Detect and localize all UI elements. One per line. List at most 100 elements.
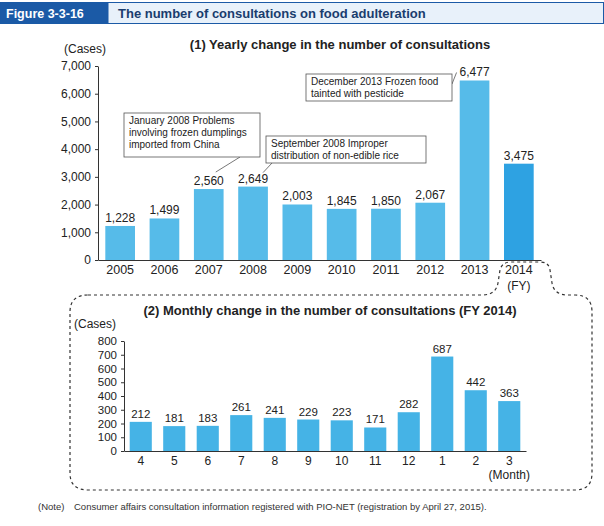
y-tick: 800 — [98, 335, 124, 347]
data-label: 6,477 — [460, 65, 490, 79]
y-tick-mark — [121, 437, 124, 438]
x-tick-label: 12 — [402, 454, 416, 468]
y-tick-mark — [95, 205, 98, 206]
y-tick-label: 1,000 — [61, 226, 91, 240]
data-label: 687 — [433, 343, 452, 355]
x-tick-label: 5 — [171, 454, 178, 468]
y-tick: 200 — [98, 418, 124, 430]
data-label: 282 — [399, 398, 418, 410]
note-label: (Note) — [38, 501, 64, 512]
figure: Figure 3-3-16The number of consultations… — [0, 0, 604, 526]
data-label: 3,475 — [504, 149, 534, 163]
note-text: Consumer affairs consultation informatio… — [74, 501, 487, 512]
x-tick: 2009 — [283, 263, 311, 277]
bar — [197, 426, 219, 451]
bars — [105, 80, 533, 260]
chart-title: (2) Monthly change in the number of cons… — [143, 303, 516, 318]
x-axis-line — [99, 260, 542, 261]
bar — [504, 164, 534, 260]
chart-title: (1) Yearly change in the number of consu… — [190, 37, 490, 52]
y-tick-mark — [95, 177, 98, 178]
x-tick: 4 — [137, 454, 144, 468]
annotation-pointer — [263, 163, 272, 173]
header-band — [1, 3, 604, 24]
annotation-box — [306, 74, 452, 101]
y-tick: 0 — [84, 253, 98, 267]
x-tick-label: 2012 — [416, 263, 444, 277]
annotation-pointer — [216, 157, 240, 172]
annotation-box — [124, 113, 260, 157]
y-tick: 4,000 — [61, 142, 98, 156]
x-tick-label: 2009 — [283, 263, 311, 277]
x-tick-label: 2013 — [461, 263, 489, 277]
data-label: 363 — [500, 387, 519, 399]
y-tick-mark — [121, 410, 124, 411]
x-tick-label: 4 — [137, 454, 144, 468]
x-tick: 2008 — [239, 263, 267, 277]
annotation-pointer — [452, 72, 457, 84]
detail-frame — [70, 262, 592, 490]
y-axis-title: (Cases) — [74, 317, 116, 331]
y-tick-label: 300 — [98, 404, 117, 416]
x-tick: 2014 — [505, 263, 533, 277]
x-tick-label: 2005 — [106, 263, 134, 277]
annotation-text: January 2008 Problems — [129, 115, 235, 126]
x-tick-label: 2 — [472, 454, 479, 468]
y-tick-label: 4,000 — [61, 142, 91, 156]
y-tick-label: 100 — [98, 431, 117, 443]
annotation-text: involving frozen dumplings — [129, 127, 247, 138]
data-labels: 212181183261241229223171282687442363 — [131, 343, 519, 426]
y-tick: 2,000 — [61, 198, 98, 212]
data-label: 183 — [198, 412, 217, 424]
bar — [398, 412, 420, 451]
y-tick: 5,000 — [61, 115, 98, 129]
x-tick: 10 — [335, 454, 349, 468]
y-tick-mark — [95, 66, 98, 67]
x-tick: 12 — [402, 454, 416, 468]
x-tick: 2 — [472, 454, 479, 468]
y-tick-label: 7,000 — [61, 59, 91, 73]
annotation-text: tainted with pesticide — [311, 88, 404, 99]
y-tick: 300 — [98, 404, 124, 416]
x-tick: 11 — [369, 454, 382, 468]
y-tick-mark — [121, 396, 124, 397]
bar — [364, 427, 386, 451]
data-label: 212 — [131, 408, 150, 420]
data-labels: 1,2281,4992,5602,6492,0031,8451,8502,067… — [105, 65, 534, 224]
bar — [460, 80, 490, 260]
y-tick: 500 — [98, 376, 124, 388]
x-tick-label: 7 — [238, 454, 245, 468]
y-tick-label: 0 — [84, 253, 91, 267]
bar — [238, 187, 268, 260]
y-tick-mark — [95, 232, 98, 233]
figure-label: Figure 3-3-16 — [6, 7, 84, 21]
annotation-box — [266, 136, 426, 163]
y-tick-mark — [121, 424, 124, 425]
x-axis-title: (FY) — [507, 279, 530, 293]
y-tick-mark — [121, 369, 124, 370]
y-axis: 0 1,000 2,000 3,000 4,000 5,000 6,000 7,000 — [61, 59, 99, 267]
x-tick-label: 2010 — [328, 263, 356, 277]
x-tick: 2011 — [373, 263, 400, 277]
x-tick-label: 2006 — [151, 263, 179, 277]
x-tick-label: 11 — [369, 454, 382, 468]
x-tick: 1 — [439, 454, 446, 468]
data-label: 442 — [466, 376, 485, 388]
x-tick: 7 — [238, 454, 245, 468]
y-tick: 3,000 — [61, 170, 98, 184]
bar — [331, 420, 353, 451]
x-tick: 2013 — [461, 263, 489, 277]
y-tick-label: 600 — [98, 363, 117, 375]
y-tick-label: 400 — [98, 390, 117, 402]
y-tick-mark — [121, 355, 124, 356]
y-axis-title: (Cases) — [64, 42, 106, 56]
y-tick-mark — [95, 149, 98, 150]
data-label: 171 — [366, 413, 385, 425]
bar — [415, 203, 445, 260]
x-tick-label: 10 — [335, 454, 349, 468]
x-tick: 2010 — [328, 263, 356, 277]
x-tick: 6 — [204, 454, 211, 468]
bar — [194, 189, 224, 260]
x-tick-label: 2008 — [239, 263, 267, 277]
y-tick-label: 6,000 — [61, 87, 91, 101]
